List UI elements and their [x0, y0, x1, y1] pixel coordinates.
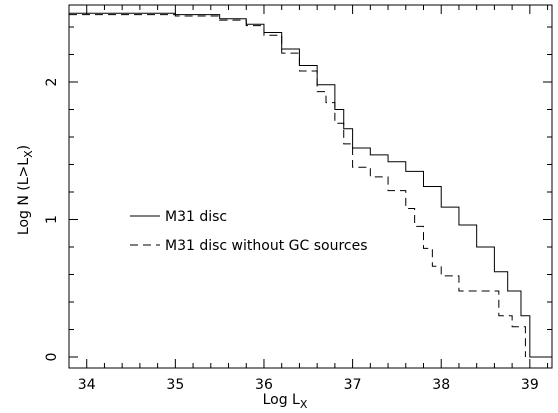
x-tick-label: 36 — [255, 377, 273, 393]
y-tick-label: 2 — [44, 78, 60, 87]
y-axis-label: Log N (L>LX) — [16, 145, 35, 235]
x-tick-label: 35 — [166, 377, 184, 393]
x-axis-label-sub: X — [300, 398, 308, 411]
x-tick-label: 34 — [78, 377, 96, 393]
series-m31-disc-without-gc-line — [69, 14, 526, 357]
legend-label-dashed: M31 disc without GC sources — [165, 238, 368, 254]
legend-label-solid: M31 disc — [165, 209, 227, 225]
x-axis-ticks: 34 35 36 37 38 39 — [68, 5, 549, 393]
plot-frame — [68, 4, 553, 369]
x-tick-label: 38 — [432, 377, 450, 393]
y-axis-label-main: Log N (L>L — [16, 158, 32, 235]
x-tick-label: 37 — [344, 377, 362, 393]
y-axis-label-close: ) — [16, 145, 32, 150]
y-tick-label: 1 — [44, 215, 60, 224]
x-tick-label: 39 — [521, 377, 539, 393]
y-axis-label-sub: X — [22, 150, 35, 158]
x-axis-label: Log LX — [263, 392, 308, 411]
y-axis-ticks: 0 1 2 — [44, 26, 552, 362]
y-tick-label: 0 — [44, 353, 60, 362]
x-axis-label-main: Log L — [263, 392, 300, 408]
legend: M31 disc M31 disc without GC sources — [130, 209, 368, 254]
series-group — [69, 12, 552, 358]
series-m31-disc-line — [69, 12, 552, 358]
